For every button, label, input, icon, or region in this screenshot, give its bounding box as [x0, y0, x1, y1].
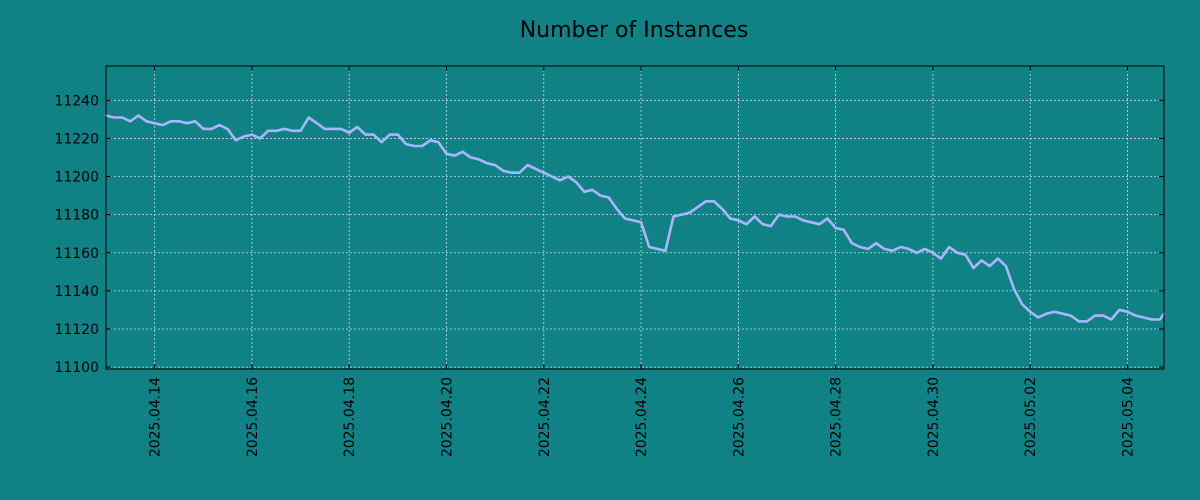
x-tick-label: 2025.04.22 [537, 377, 553, 457]
x-tick-label: 2025.04.24 [634, 377, 650, 457]
x-tick-label: 2025.04.30 [926, 377, 942, 457]
y-tick-label: 11240 [54, 93, 99, 109]
plot-frame [105, 65, 1165, 370]
x-tick-label: 2025.04.28 [829, 377, 845, 457]
x-tick-label: 2025.04.16 [245, 377, 261, 457]
series-line [104, 114, 1166, 323]
axes: 11100 11120 11140 11160 11180 11200 11220 11240… [54, 66, 1164, 457]
x-tick-label: 2025.05.02 [1023, 377, 1039, 457]
grid-lines [106, 66, 1164, 369]
x-tick-label: 2025.04.18 [342, 377, 358, 457]
y-tick-label: 11100 [54, 360, 99, 376]
x-tick-label: 2025.04.26 [731, 377, 747, 457]
chart-title: Number of Instances [520, 18, 749, 43]
y-tick-label: 11160 [54, 246, 99, 262]
x-tick-label: 2025.04.20 [440, 377, 456, 457]
x-tick-label: 2025.05.04 [1121, 377, 1137, 457]
y-tick-label: 11140 [54, 284, 99, 300]
y-tick-label: 11180 [54, 208, 99, 224]
y-tick-label: 11120 [54, 322, 99, 338]
y-tick-label: 11220 [54, 131, 99, 147]
series-layer [104, 114, 1166, 323]
x-tick-label: 2025.04.14 [148, 377, 164, 457]
y-tick-label: 11200 [54, 170, 99, 186]
